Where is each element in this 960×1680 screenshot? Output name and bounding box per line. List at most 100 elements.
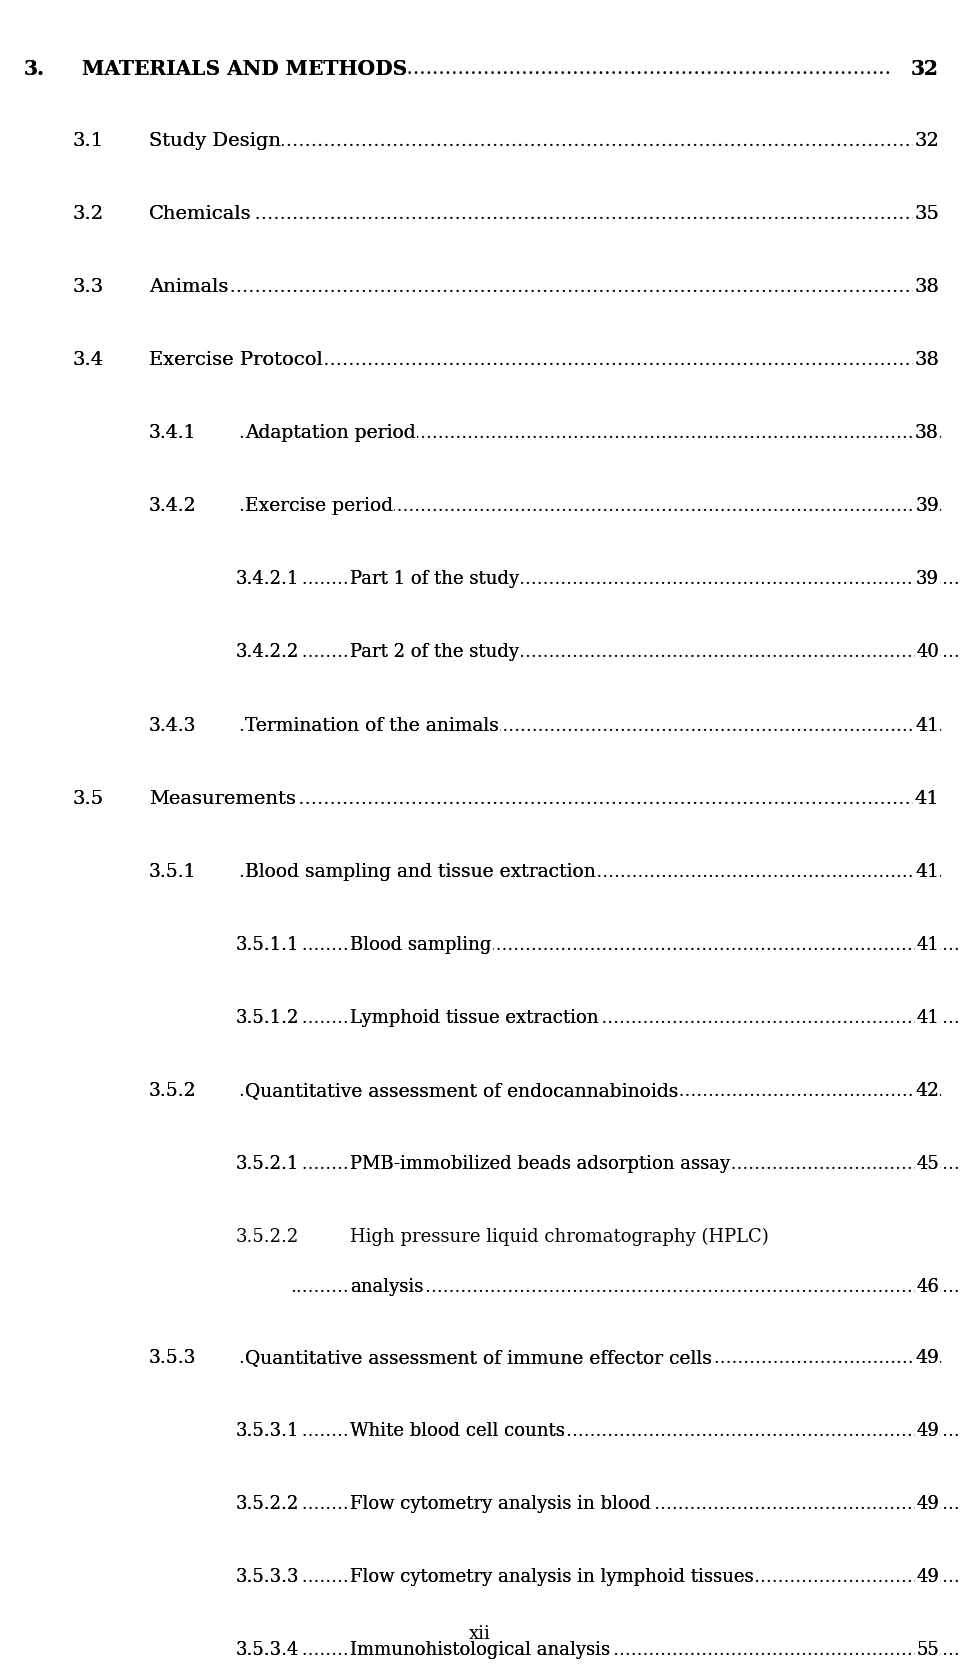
Text: 39: 39 (916, 570, 939, 588)
Text: Flow cytometry analysis in blood: Flow cytometry analysis in blood (350, 1495, 651, 1514)
Text: 32: 32 (911, 59, 939, 79)
Text: analysis: analysis (350, 1278, 423, 1297)
Text: ................................................................................: ........................................… (238, 497, 943, 516)
Text: ................................................................................: ........................................… (291, 1421, 960, 1440)
Text: ................................................................................: ........................................… (291, 936, 960, 954)
Text: ................................................................................: ........................................… (167, 205, 918, 223)
Text: 45: 45 (916, 1154, 939, 1173)
Text: 40: 40 (916, 643, 939, 662)
Text: White blood cell counts: White blood cell counts (350, 1421, 565, 1440)
Text: 3.5.2.1: 3.5.2.1 (235, 1154, 299, 1173)
Text: Exercise period: Exercise period (245, 497, 393, 516)
Text: ................................................................................: ........................................… (291, 570, 960, 588)
Text: 35: 35 (914, 205, 939, 223)
Text: Part 2 of the study: Part 2 of the study (350, 643, 519, 662)
Text: 38: 38 (914, 351, 939, 370)
Text: 55: 55 (916, 1641, 939, 1660)
Text: Quantitative assessment of immune effector cells: Quantitative assessment of immune effect… (245, 1349, 711, 1368)
Text: Immunohistological analysis: Immunohistological analysis (350, 1641, 611, 1660)
Text: Quantitative assessment of endocannabinoids: Quantitative assessment of endocannabino… (245, 1082, 678, 1100)
Text: ................................................................................: ........................................… (238, 423, 943, 442)
Text: 40: 40 (916, 643, 939, 662)
Text: Part 1 of the study: Part 1 of the study (350, 570, 519, 588)
Text: ................................................................................: ........................................… (291, 1278, 960, 1297)
Text: 45: 45 (916, 1154, 939, 1173)
Text: 49: 49 (915, 1349, 939, 1368)
Text: 38: 38 (915, 423, 939, 442)
Text: 3.5.3.1: 3.5.3.1 (235, 1421, 299, 1440)
Text: MATERIALS AND METHODS: MATERIALS AND METHODS (82, 59, 407, 79)
Text: 3.4.2.2: 3.4.2.2 (235, 643, 299, 662)
Text: ................................................................................: ........................................… (238, 1082, 943, 1100)
Text: 42: 42 (915, 1082, 939, 1100)
Text: Measurements: Measurements (149, 790, 296, 808)
Text: 41: 41 (915, 716, 939, 734)
Text: Measurements: Measurements (149, 790, 296, 808)
Text: 38: 38 (914, 351, 939, 370)
Text: 49: 49 (915, 1349, 939, 1368)
Text: 3.5.3: 3.5.3 (149, 1349, 196, 1368)
Text: 49: 49 (916, 1421, 939, 1440)
Text: 42: 42 (915, 1082, 939, 1100)
Text: 55: 55 (916, 1641, 939, 1660)
Text: 3.: 3. (24, 59, 45, 79)
Text: ................................................................................: ........................................… (167, 790, 918, 808)
Text: 3.4: 3.4 (72, 351, 103, 370)
Text: 3.5.1: 3.5.1 (149, 862, 196, 880)
Text: ................................................................................: ........................................… (238, 862, 943, 880)
Text: Chemicals: Chemicals (149, 205, 252, 223)
Text: 3.5.3.4: 3.5.3.4 (235, 1641, 299, 1660)
Text: 39: 39 (915, 497, 939, 516)
Text: ................................................................................: ........................................… (291, 1008, 960, 1026)
Text: 3.5.2.2: 3.5.2.2 (235, 1228, 299, 1247)
Text: ................................................................................: ........................................… (167, 351, 918, 370)
Text: 3.: 3. (24, 59, 45, 79)
Text: 41: 41 (916, 1008, 939, 1026)
Text: 3.1: 3.1 (72, 133, 103, 150)
Text: ................................................................................: ........................................… (291, 1154, 960, 1173)
Text: 35: 35 (914, 205, 939, 223)
Text: 41: 41 (916, 1008, 939, 1026)
Text: 41: 41 (915, 716, 939, 734)
Text: ................................................................................: ........................................… (291, 1567, 960, 1586)
Text: 38: 38 (914, 277, 939, 296)
Text: Flow cytometry analysis in lymphoid tissues: Flow cytometry analysis in lymphoid tiss… (350, 1567, 754, 1586)
Text: 3.4.2.2: 3.4.2.2 (235, 643, 299, 662)
Text: White blood cell counts: White blood cell counts (350, 1421, 565, 1440)
Text: Blood sampling and tissue extraction: Blood sampling and tissue extraction (245, 862, 595, 880)
Text: Termination of the animals: Termination of the animals (245, 716, 498, 734)
Text: Exercise period: Exercise period (245, 497, 393, 516)
Text: 46: 46 (916, 1278, 939, 1297)
Text: Exercise Protocol: Exercise Protocol (149, 351, 323, 370)
Text: 3.4.2: 3.4.2 (149, 497, 197, 516)
Text: 3.5.1.2: 3.5.1.2 (235, 1008, 299, 1026)
Text: 3.5: 3.5 (72, 790, 103, 808)
Text: 49: 49 (916, 1567, 939, 1586)
Text: Blood sampling: Blood sampling (350, 936, 492, 954)
Text: 3.3: 3.3 (72, 277, 104, 296)
Text: Quantitative assessment of endocannabinoids: Quantitative assessment of endocannabino… (245, 1082, 678, 1100)
Text: Part 1 of the study: Part 1 of the study (350, 570, 519, 588)
Text: 32: 32 (911, 59, 939, 79)
Text: 39: 39 (916, 570, 939, 588)
Text: ................................................................................: ........................................… (167, 133, 918, 150)
Text: 32: 32 (914, 133, 939, 150)
Text: Flow cytometry analysis in lymphoid tissues: Flow cytometry analysis in lymphoid tiss… (350, 1567, 754, 1586)
Text: Lymphoid tissue extraction: Lymphoid tissue extraction (350, 1008, 599, 1026)
Text: 3.5.2: 3.5.2 (149, 1082, 197, 1100)
Text: Chemicals: Chemicals (149, 205, 252, 223)
Text: 3.5: 3.5 (72, 790, 103, 808)
Text: 41: 41 (914, 790, 939, 808)
Text: 41: 41 (916, 936, 939, 954)
Text: Adaptation period: Adaptation period (245, 423, 416, 442)
Text: PMB-immobilized beads adsorption assay: PMB-immobilized beads adsorption assay (350, 1154, 731, 1173)
Text: 3.5.3: 3.5.3 (149, 1349, 196, 1368)
Text: 3.5.3.1: 3.5.3.1 (235, 1421, 299, 1440)
Text: 49: 49 (916, 1495, 939, 1514)
Text: 3.4.2.1: 3.4.2.1 (235, 570, 299, 588)
Text: MATERIALS AND METHODS: MATERIALS AND METHODS (82, 59, 407, 79)
Text: Study Design: Study Design (149, 133, 280, 150)
Text: 49: 49 (916, 1421, 939, 1440)
Text: Lymphoid tissue extraction: Lymphoid tissue extraction (350, 1008, 599, 1026)
Text: 46: 46 (916, 1278, 939, 1297)
